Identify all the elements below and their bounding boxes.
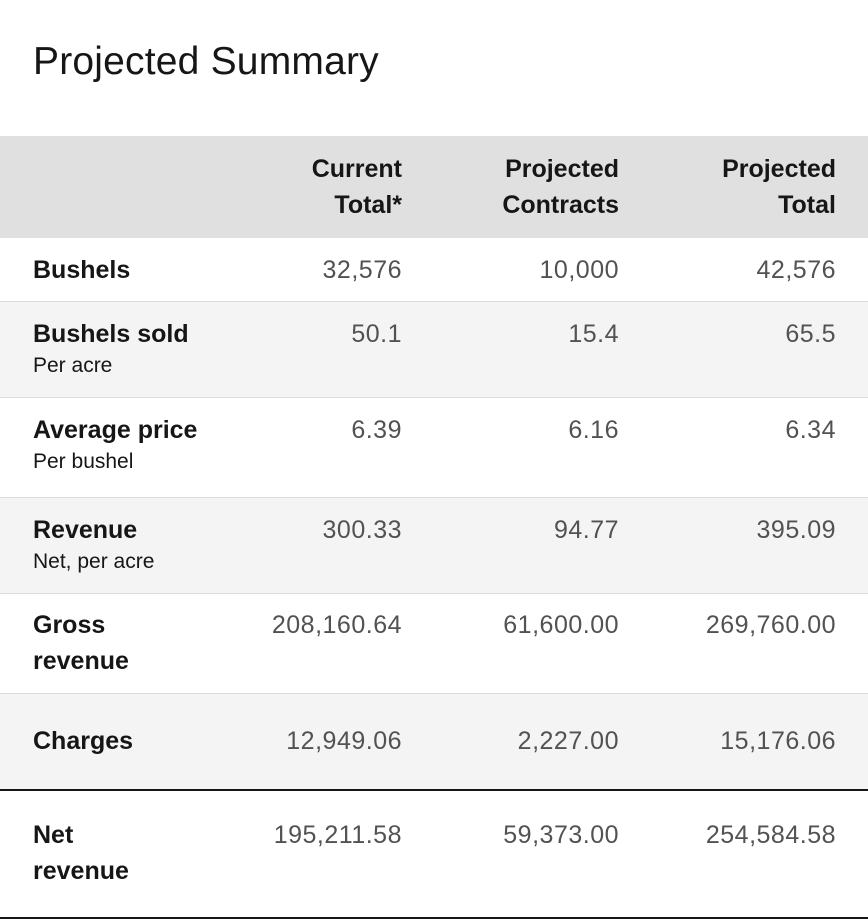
page-title: Projected Summary <box>33 40 379 83</box>
header-empty-cell <box>0 136 230 238</box>
row-label-line1: Net <box>33 821 74 849</box>
projected-contracts-value: 15.4 <box>568 319 619 348</box>
projected-contracts-value: 10,000 <box>539 256 619 284</box>
table-row-gross-revenue: Gross revenue 208,160.64 61,600.00 269,7… <box>0 593 868 693</box>
header-projected-total: Projected Total <box>634 136 868 238</box>
row-label-cell: Bushels sold Per acre <box>0 301 230 397</box>
projected-total-value: 395.09 <box>756 515 836 544</box>
table-row-net-revenue: Net revenue 195,211.58 59,373.00 254,584… <box>0 790 868 918</box>
row-label: Average price <box>33 415 198 444</box>
current-total-value: 6.39 <box>351 415 402 444</box>
table-row-revenue: Revenue Net, per acre 300.33 94.77 395.0… <box>0 497 868 593</box>
projected-contracts-value: 2,227.00 <box>517 727 619 756</box>
row-label: Revenue <box>33 515 138 544</box>
table-row-bushels-sold: Bushels sold Per acre 50.1 15.4 65.5 <box>0 301 868 397</box>
current-total-value: 32,576 <box>322 256 402 284</box>
header-total-line2: Total <box>778 191 836 219</box>
projected-contracts-value: 61,600.00 <box>503 610 619 639</box>
header-current-line1: Current <box>311 155 402 183</box>
current-total-value: 12,949.06 <box>286 727 402 756</box>
row-label: Charges <box>33 727 134 756</box>
projected-contracts-value: 59,373.00 <box>503 821 619 849</box>
row-label: Bushels sold <box>33 319 189 348</box>
projected-total-value: 6.34 <box>785 415 836 444</box>
row-label-cell: Net revenue <box>0 790 230 918</box>
header-projected-contracts: Projected Contracts <box>417 136 634 238</box>
projected-total-value: 65.5 <box>785 319 836 348</box>
header-current-line2: Total* <box>334 191 402 219</box>
table-header-row: Current Total* Projected Contracts Proje… <box>0 136 868 238</box>
current-total-value: 195,211.58 <box>273 821 402 849</box>
projected-total-value: 254,584.58 <box>705 821 836 849</box>
row-sublabel: Net, per acre <box>33 549 155 573</box>
projected-total-value: 42,576 <box>756 256 836 284</box>
projected-contracts-value: 6.16 <box>568 415 619 444</box>
header-total-line1: Projected <box>722 155 836 183</box>
projected-summary-table: Current Total* Projected Contracts Proje… <box>0 136 868 919</box>
table-row-average-price: Average price Per bushel 6.39 6.16 6.34 <box>0 397 868 497</box>
table-row-charges: Charges 12,949.06 2,227.00 15,176.06 <box>0 693 868 790</box>
row-label-line2: revenue <box>33 646 129 675</box>
row-label-cell: Bushels <box>0 238 230 301</box>
current-total-value: 208,160.64 <box>271 610 402 639</box>
header-current-total: Current Total* <box>230 136 417 238</box>
projected-total-value: 269,760.00 <box>705 610 836 639</box>
row-label-cell: Revenue Net, per acre <box>0 497 230 593</box>
row-label-line1: Gross <box>33 610 106 639</box>
header-contracts-line2: Contracts <box>502 191 619 219</box>
row-label-cell: Gross revenue <box>0 593 230 693</box>
row-sublabel: Per acre <box>33 353 113 377</box>
current-total-value: 300.33 <box>322 515 402 544</box>
header-contracts-line1: Projected <box>505 155 619 183</box>
row-label: Bushels <box>33 256 131 284</box>
row-label-cell: Charges <box>0 693 230 790</box>
current-total-value: 50.1 <box>351 319 402 348</box>
row-label-line2: revenue <box>33 857 129 885</box>
row-sublabel: Per bushel <box>33 449 134 473</box>
projected-total-value: 15,176.06 <box>720 727 836 756</box>
table-row-bushels: Bushels 32,576 10,000 42,576 <box>0 238 868 301</box>
row-label-cell: Average price Per bushel <box>0 397 230 497</box>
projected-contracts-value: 94.77 <box>553 515 619 544</box>
